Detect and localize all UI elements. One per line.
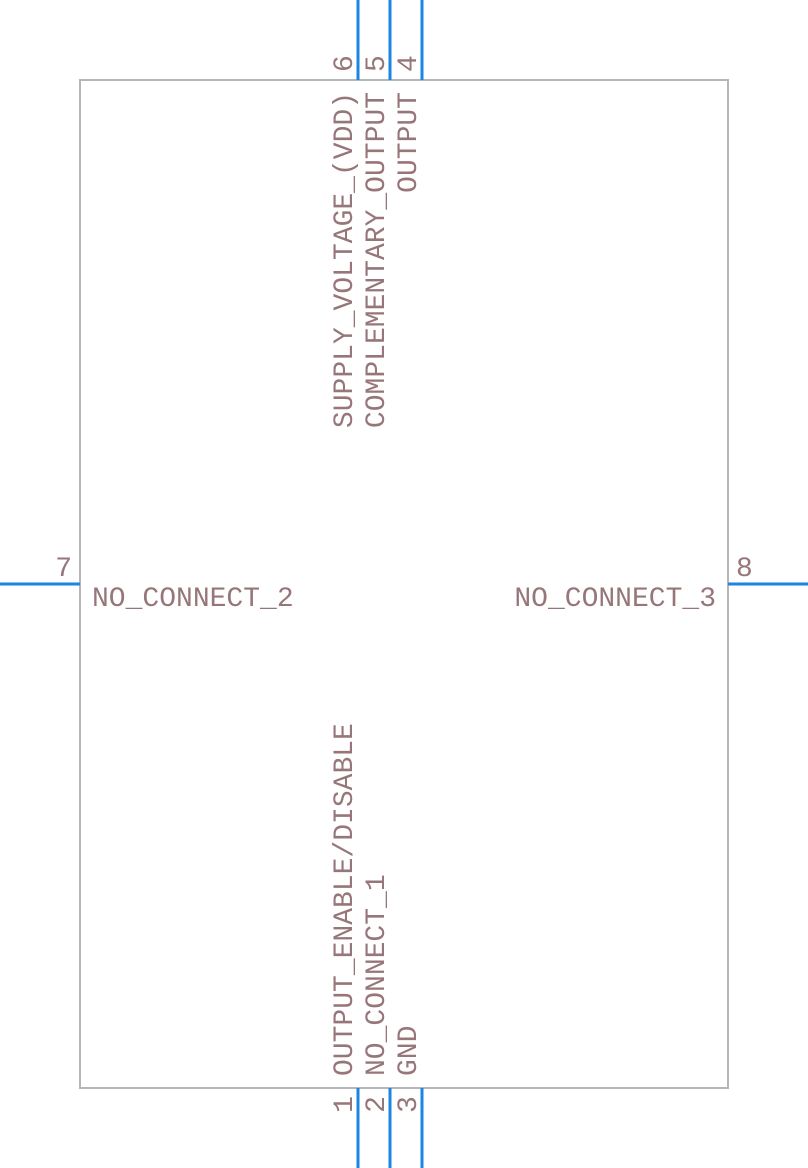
pin-number: 3	[394, 1096, 425, 1113]
pin-label: GND	[394, 1026, 425, 1076]
pin-label: SUPPLY_VOLTAGE_(VDD)	[330, 92, 361, 428]
pin-number: 2	[362, 1096, 393, 1113]
pin-label: NO_CONNECT_3	[514, 584, 716, 615]
schematic-symbol: 6 SUPPLY_VOLTAGE_(VDD) 5 COMPLEMENTARY_OUTP…	[0, 0, 808, 1168]
pin-label: COMPLEMENTARY_OUTPUT	[362, 92, 393, 428]
pin-number: 4	[394, 55, 425, 72]
pin-label: OUTPUT_ENABLE/DISABLE	[330, 723, 361, 1076]
pin-label: OUTPUT	[394, 92, 425, 193]
pin-number: 1	[330, 1096, 361, 1113]
pin-number: 8	[736, 554, 753, 585]
pin-number: 7	[55, 554, 72, 585]
pin-label: NO_CONNECT_2	[92, 584, 294, 615]
pin-number: 5	[362, 55, 393, 72]
pin-label: NO_CONNECT_1	[362, 874, 393, 1076]
pin-number: 6	[330, 55, 361, 72]
